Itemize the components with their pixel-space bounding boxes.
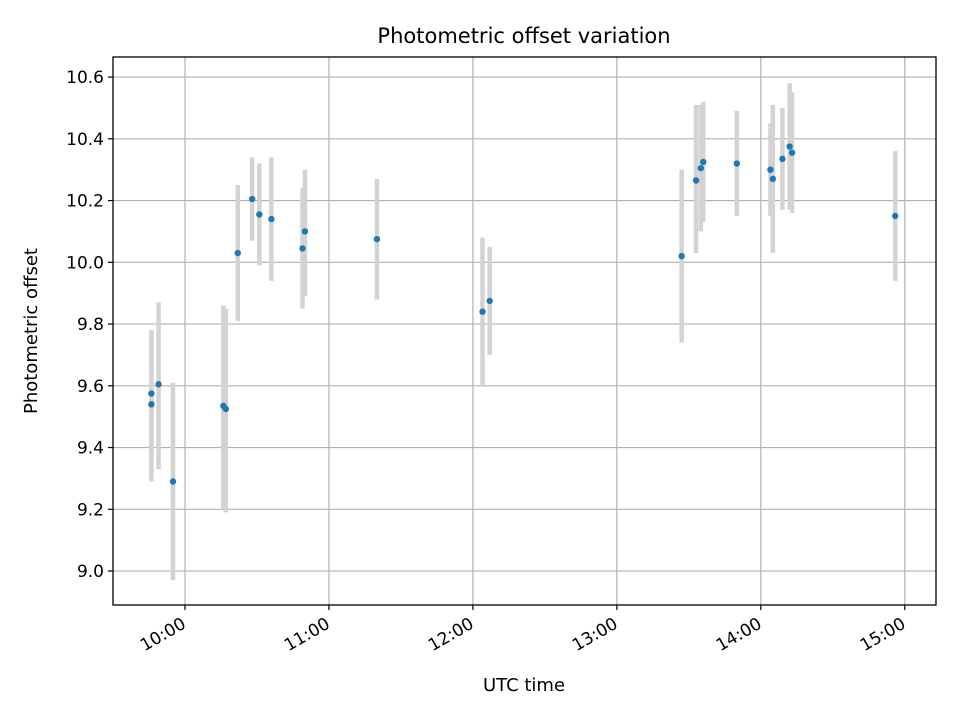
data-point xyxy=(678,252,685,260)
x-axis-ticks: 10:00 11:00 12:00 13:00 14:00 15:00 xyxy=(137,605,909,656)
chart-title: Photometric offset variation xyxy=(377,24,670,48)
data-point xyxy=(692,177,700,184)
data-point xyxy=(148,401,155,408)
y-tick-label: 9.4 xyxy=(77,439,104,459)
x-axis-label: UTC time xyxy=(483,675,565,696)
x-tick-label: 11:00 xyxy=(281,614,333,656)
data-point xyxy=(234,249,241,257)
x-grid xyxy=(184,57,906,605)
y-axis-label: Photometric offset xyxy=(21,248,42,414)
y-tick-label: 9.6 xyxy=(77,377,104,397)
y-tick-label: 10.2 xyxy=(66,192,104,212)
data-point xyxy=(786,143,793,150)
x-tick-label: 15:00 xyxy=(857,614,909,656)
data-point xyxy=(155,381,162,388)
x-tick-label: 13:00 xyxy=(569,614,621,656)
y-grid xyxy=(113,76,936,572)
y-tick-label: 10.4 xyxy=(66,130,104,150)
data-point xyxy=(733,160,741,167)
x-tick-label: 14:00 xyxy=(713,614,765,656)
y-tick-label: 9.2 xyxy=(77,500,104,520)
data-point xyxy=(248,195,256,203)
x-tick-label: 12:00 xyxy=(425,614,477,656)
data-point xyxy=(301,228,309,235)
data-point xyxy=(222,405,229,413)
data-point xyxy=(779,155,786,163)
data-points xyxy=(148,143,899,485)
data-point xyxy=(769,175,777,183)
data-point xyxy=(892,212,899,220)
y-tick-label: 9.8 xyxy=(77,315,104,335)
y-tick-label: 10.6 xyxy=(66,68,104,88)
data-point xyxy=(373,235,381,243)
data-point xyxy=(299,245,306,252)
y-tick-label: 9.0 xyxy=(77,562,104,582)
data-point xyxy=(479,308,486,315)
data-point xyxy=(268,215,275,223)
data-point xyxy=(169,478,177,485)
data-point xyxy=(767,166,774,173)
plot-frame xyxy=(112,56,937,606)
data-point xyxy=(148,390,155,397)
y-axis-ticks: 9.0 9.2 9.4 9.6 9.8 10.0 10.2 10.4 10.6 xyxy=(66,68,113,582)
data-point xyxy=(256,211,263,218)
data-point xyxy=(697,164,705,172)
x-tick-label: 10:00 xyxy=(137,614,189,656)
data-point xyxy=(700,158,707,166)
data-point xyxy=(788,149,796,156)
y-tick-label: 10.0 xyxy=(66,253,104,273)
data-point xyxy=(486,297,493,305)
